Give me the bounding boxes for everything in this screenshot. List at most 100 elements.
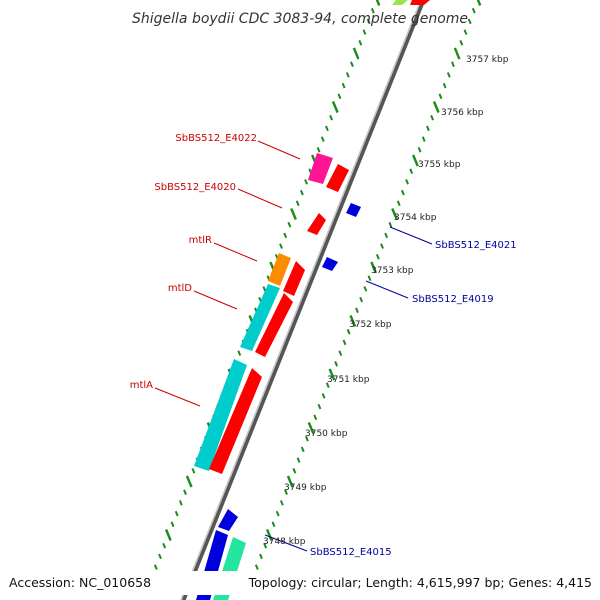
minor-tick [320, 136, 325, 142]
tick-label: 3754 kbp [394, 213, 437, 223]
gene-label: mtlR [189, 235, 212, 246]
major-tick [370, 261, 378, 274]
tick-label: 3751 kbp [327, 375, 370, 385]
gene-SbBS512_E4019 [322, 257, 338, 271]
minor-tick [287, 221, 292, 228]
minor-tick [459, 40, 464, 46]
gene-mtlD [240, 284, 280, 351]
minor-tick [325, 125, 329, 132]
major-tick [375, 0, 381, 6]
minor-tick [300, 446, 305, 453]
tick-label: 3748 kbp [263, 537, 306, 547]
gene-SbBS512_E4015 [218, 509, 238, 531]
minor-tick [259, 553, 263, 560]
minor-tick [446, 72, 451, 78]
tick-label: 3749 kbp [284, 483, 327, 493]
minor-tick [263, 542, 268, 549]
minor-tick [153, 564, 158, 570]
minor-tick [471, 7, 476, 14]
minor-tick [384, 232, 389, 239]
major-tick [391, 208, 398, 220]
minor-tick [409, 168, 414, 174]
minor-tick [254, 564, 259, 570]
minor-tick [350, 61, 354, 67]
minor-tick [451, 61, 455, 67]
leader-SbBS512_E4021 [389, 226, 433, 245]
backbone-line [180, 0, 426, 600]
gene-label: SbBS512_E4022 [175, 133, 257, 144]
leader-SbBS512_E4020 [237, 188, 283, 209]
gene-label: SbBS512_E4020 [154, 182, 236, 193]
minor-tick [355, 307, 359, 314]
gene-red-mtlA [209, 368, 262, 474]
major-tick [290, 208, 297, 220]
tick-label: 3753 kbp [371, 266, 414, 276]
major-tick [185, 475, 193, 488]
gene-SbBS512_E4022 [308, 153, 333, 184]
gene-features [194, 0, 430, 600]
major-tick [265, 529, 273, 541]
leader-mtlD [193, 290, 238, 310]
gene-red-4022b [326, 164, 349, 192]
minor-tick [191, 468, 196, 474]
minor-tick [334, 361, 339, 367]
gene-red-mtlR [283, 261, 305, 296]
tick-label: 3750 kbp [305, 429, 348, 439]
major-tick [432, 101, 440, 113]
minor-tick [271, 521, 276, 528]
major-tick [349, 315, 357, 327]
minor-tick [405, 179, 409, 185]
tick-label: 3756 kbp [441, 108, 484, 118]
major-tick [307, 422, 315, 434]
minor-tick [296, 457, 301, 463]
minor-tick [295, 200, 300, 207]
minor-tick [342, 339, 347, 346]
minor-tick [275, 510, 280, 517]
minor-tick [421, 136, 426, 142]
minor-tick [417, 147, 422, 153]
major-tick [331, 101, 339, 113]
minor-tick [237, 350, 242, 356]
minor-tick [442, 82, 447, 89]
leader-SbBS512_E4019 [365, 280, 409, 299]
topology-text: Topology: circular; Length: 4,615,997 bp… [248, 575, 592, 590]
minor-tick [262, 286, 267, 292]
gene-top-red [410, 0, 430, 5]
major-tick [476, 0, 482, 6]
minor-tick [321, 393, 326, 399]
footer-background [0, 571, 600, 595]
minor-tick [400, 189, 405, 196]
minor-tick [279, 500, 284, 506]
minor-tick [304, 435, 309, 442]
minor-tick [299, 189, 304, 196]
minor-tick [366, 18, 371, 25]
tick-label: 3757 kbp [466, 55, 509, 65]
accession-text: Accession: NC_010658 [9, 575, 151, 590]
gene-labels: SbBS512_E4022 SbBS512_E4020 mtlR mtlD mt… [130, 133, 517, 558]
leader-lines [154, 140, 433, 552]
tick-labels: 3757 kbp 3756 kbp 3755 kbp 3754 kbp 3753… [263, 55, 509, 547]
leader-SbBS512_E4022 [257, 140, 301, 160]
backbone-highlight [180, 0, 422, 600]
minor-tick [313, 414, 318, 421]
minor-tick [430, 114, 435, 121]
major-tick [286, 475, 294, 488]
minor-tick [438, 93, 443, 100]
gene-label: SbBS512_E4019 [412, 294, 494, 305]
minor-tick [467, 18, 472, 25]
minor-tick [284, 489, 288, 495]
minor-tick [380, 243, 384, 249]
minor-tick [359, 296, 364, 303]
minor-tick [162, 542, 167, 549]
major-tick [164, 529, 172, 541]
gene-label: mtlD [168, 283, 192, 294]
gene-mtlA [194, 359, 247, 471]
major-tick [453, 47, 461, 60]
gene-top-green [392, 0, 408, 5]
inner-tick-ring [245, 0, 482, 595]
map-title: Shigella boydii CDC 3083-94, complete ge… [132, 11, 468, 27]
minor-tick [279, 243, 283, 249]
minor-tick [341, 82, 346, 89]
leader-mtlR [213, 242, 258, 262]
